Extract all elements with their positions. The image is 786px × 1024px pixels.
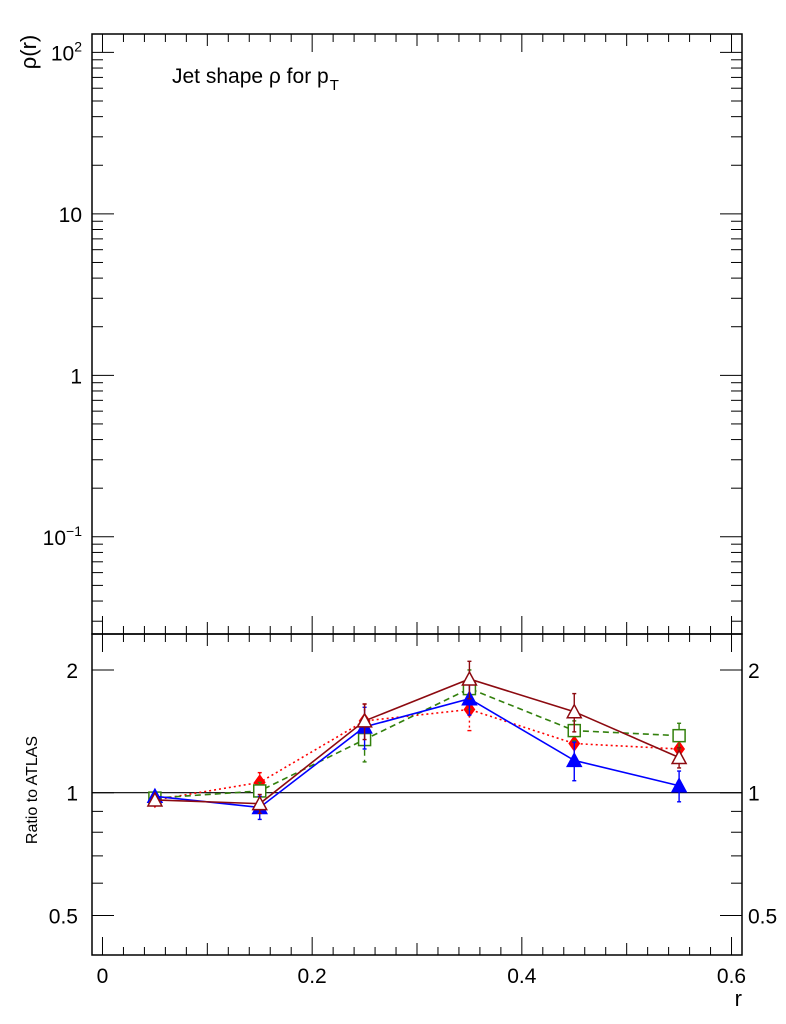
data-point-square	[672, 728, 686, 743]
ratio-series	[146, 660, 688, 821]
bottom-y-axis-label: Ratio to ATLAS	[24, 736, 41, 844]
top-y-tick-label: 10−1	[43, 523, 83, 550]
series-line	[154, 687, 680, 799]
x-tick-label: 0.2	[298, 965, 327, 988]
bottom-panel: 2 2 1 1 0.5 0.5 0 0.2 0.4 0.6 Ratio to ATLAS r	[24, 633, 777, 1011]
data-point-triangle	[461, 670, 478, 686]
x-tick-label: 0.4	[507, 965, 537, 988]
top-panel-ticks	[92, 34, 742, 634]
series-line	[154, 678, 680, 805]
top-y-tick-label-base: 10	[59, 204, 82, 227]
plot-annotation-main: Jet shape ρ for p	[172, 65, 329, 88]
top-y-tick-label-base: 10	[51, 42, 74, 65]
bottom-y-tick-label-left: 1	[66, 783, 78, 806]
data-point-triangle	[146, 791, 164, 807]
top-y-tick-label: 102	[51, 38, 82, 65]
data-point-triangle	[566, 751, 583, 768]
top-panel-frame	[91, 33, 743, 635]
bottom-y-tick-label-right: 0.5	[748, 905, 777, 928]
top-y-tick-label-base: 10	[43, 527, 66, 550]
top-y-tick-label-base: 1	[70, 365, 82, 388]
top-y-tick-label-exponent: −1	[66, 523, 82, 539]
x-tick-label: 0.6	[717, 965, 746, 988]
bottom-y-tick-label-left: 2	[66, 660, 78, 683]
x-axis-label: r	[735, 986, 742, 1011]
bottom-y-tick-label-right: 1	[748, 783, 760, 806]
plot-annotation: Jet shape ρ for pT	[172, 65, 339, 94]
bottom-y-tick-label-left: 0.5	[49, 905, 78, 928]
series-line	[154, 697, 680, 809]
data-point-triangle	[356, 712, 373, 728]
data-point-triangle	[566, 703, 583, 719]
bottom-panel-frame	[91, 633, 743, 956]
ratio-series-2	[146, 683, 688, 821]
top-y-tick-label: 10	[59, 204, 82, 227]
ratio-series-3	[146, 660, 688, 815]
ratio-series-1	[148, 669, 686, 805]
x-tick-label: 0	[97, 965, 109, 988]
bottom-panel-ticks	[92, 634, 742, 956]
ratio-series-0	[148, 689, 686, 809]
bottom-tick-labels: 2 2 1 1 0.5 0.5 0 0.2 0.4 0.6	[49, 660, 777, 988]
bottom-y-tick-label-right: 2	[748, 660, 760, 683]
data-point-triangle	[670, 748, 688, 765]
top-y-axis-label: ρ(r)	[16, 35, 41, 70]
series-line	[154, 708, 680, 801]
data-point-triangle	[251, 795, 268, 811]
top-y-tick-label: 1	[70, 365, 82, 388]
plot-annotation-subscript: T	[330, 77, 339, 94]
top-y-tick-label-exponent: 2	[74, 38, 82, 54]
data-point-triangle	[670, 777, 688, 793]
